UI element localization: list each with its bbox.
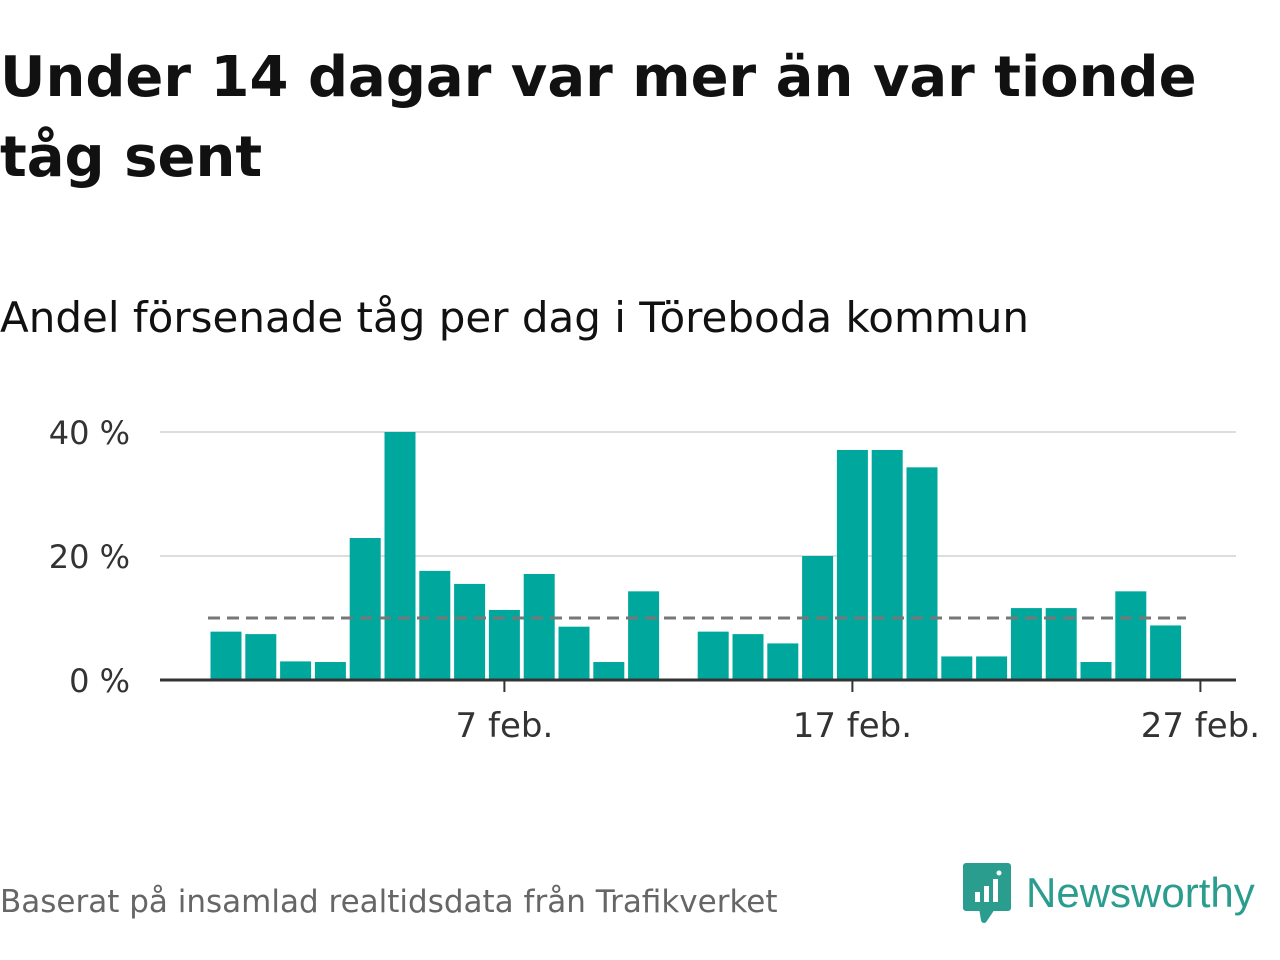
bar <box>1080 662 1112 680</box>
bar <box>767 643 799 680</box>
bar <box>488 609 520 680</box>
chart-subtitle: Andel försenade tåg per dag i Töreboda k… <box>0 293 1030 342</box>
bar <box>836 449 868 680</box>
gridlines <box>160 431 1236 557</box>
bar <box>697 631 729 680</box>
x-tick-label: 27 feb. <box>1141 706 1260 746</box>
bar <box>280 661 312 680</box>
bar <box>1045 608 1077 680</box>
bar <box>1115 591 1147 680</box>
bar <box>314 662 346 680</box>
bar <box>523 573 555 680</box>
bar <box>593 662 625 680</box>
y-axis-ticks: 0 % 20 % 40 % <box>49 414 130 700</box>
bar <box>941 656 973 680</box>
page-title: Under 14 dagar var mer än var tionde tåg… <box>0 45 1197 190</box>
bar <box>210 631 242 680</box>
brand-name: Newsworthy <box>1026 869 1255 916</box>
bar <box>419 570 451 680</box>
y-tick-label: 40 % <box>49 414 130 452</box>
source-note: Baserat på insamlad realtidsdata från Tr… <box>0 884 778 920</box>
bars <box>210 432 1182 680</box>
bar <box>906 467 938 680</box>
bar <box>558 626 590 680</box>
bar <box>1010 608 1042 680</box>
bar <box>454 583 486 680</box>
x-tick-label: 17 feb. <box>793 706 912 746</box>
bar <box>384 432 416 680</box>
y-tick-label: 20 % <box>49 538 130 576</box>
x-tick-label: 7 feb. <box>456 706 554 746</box>
x-axis-ticks: 7 feb. 17 feb. 27 feb. <box>456 680 1260 746</box>
brand[interactable]: Newsworthy <box>962 862 1255 924</box>
bar <box>628 591 660 680</box>
newsworthy-logo-icon <box>963 863 1011 923</box>
bar <box>245 634 277 680</box>
bar-chart: 0 % 20 % 40 % 7 feb. 17 feb. 27 feb. <box>49 414 1260 746</box>
y-tick-label: 0 % <box>69 662 130 700</box>
bar <box>1150 625 1182 680</box>
bar <box>871 449 903 680</box>
bar <box>976 656 1008 680</box>
bar <box>732 634 764 680</box>
bar <box>349 538 381 680</box>
